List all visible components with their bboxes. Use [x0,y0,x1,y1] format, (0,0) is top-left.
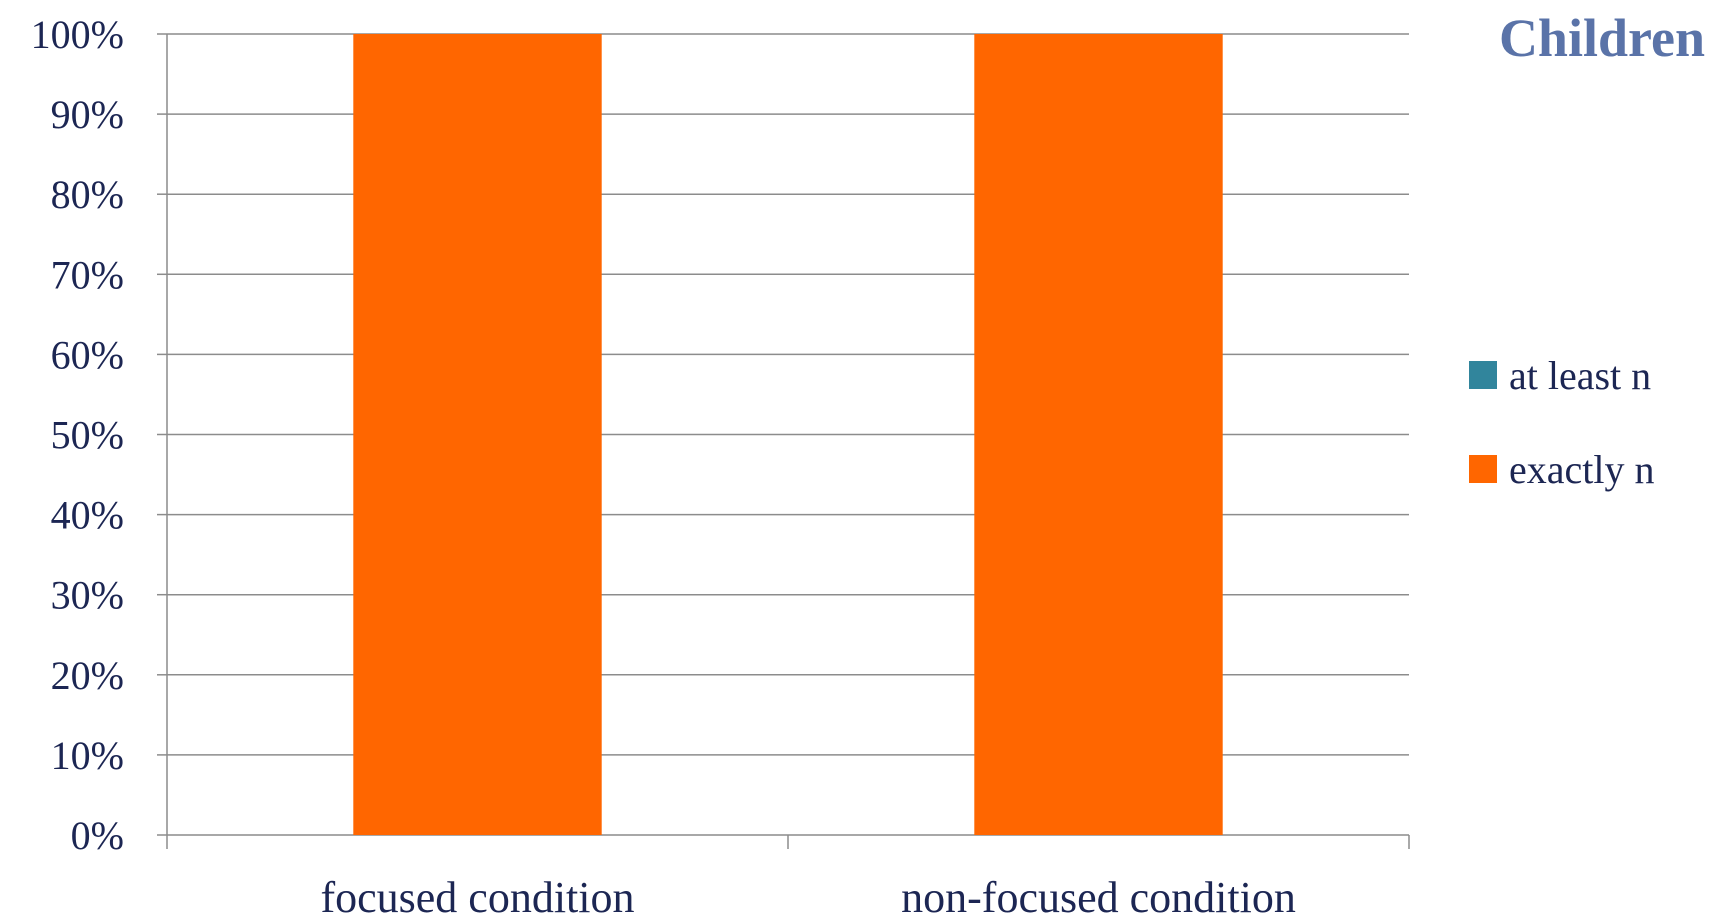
y-tick-label: 30% [51,573,124,618]
x-category-labels: focused condition non-focused condition [320,873,1295,917]
y-tick-label: 90% [51,92,124,137]
y-tick-label: 50% [51,413,124,458]
bars [353,34,1223,835]
legend-swatch [1469,361,1497,389]
y-tick-label: 40% [51,493,124,538]
y-tick-label: 80% [51,172,124,217]
x-category-label: non-focused condition [901,873,1296,917]
legend: at least n exactly n [1469,353,1655,492]
y-tick-label: 10% [51,733,124,778]
legend-label: exactly n [1509,447,1655,492]
legend-swatch [1469,455,1497,483]
y-tick-label: 0% [71,813,124,858]
x-category-label: focused condition [320,873,634,917]
bar-exactly-n [974,34,1223,835]
bar-exactly-n [353,34,602,835]
y-tick-label: 70% [51,252,124,297]
y-tick-labels: 0% 10% 20% 30% 40% 50% 60% 70% 80% 90% 100% [31,12,124,858]
y-tick-label: 20% [51,653,124,698]
y-tick-label: 60% [51,332,124,377]
chart-title: Children [1499,8,1705,68]
legend-label: at least n [1509,353,1651,398]
y-tick-label: 100% [31,12,124,57]
